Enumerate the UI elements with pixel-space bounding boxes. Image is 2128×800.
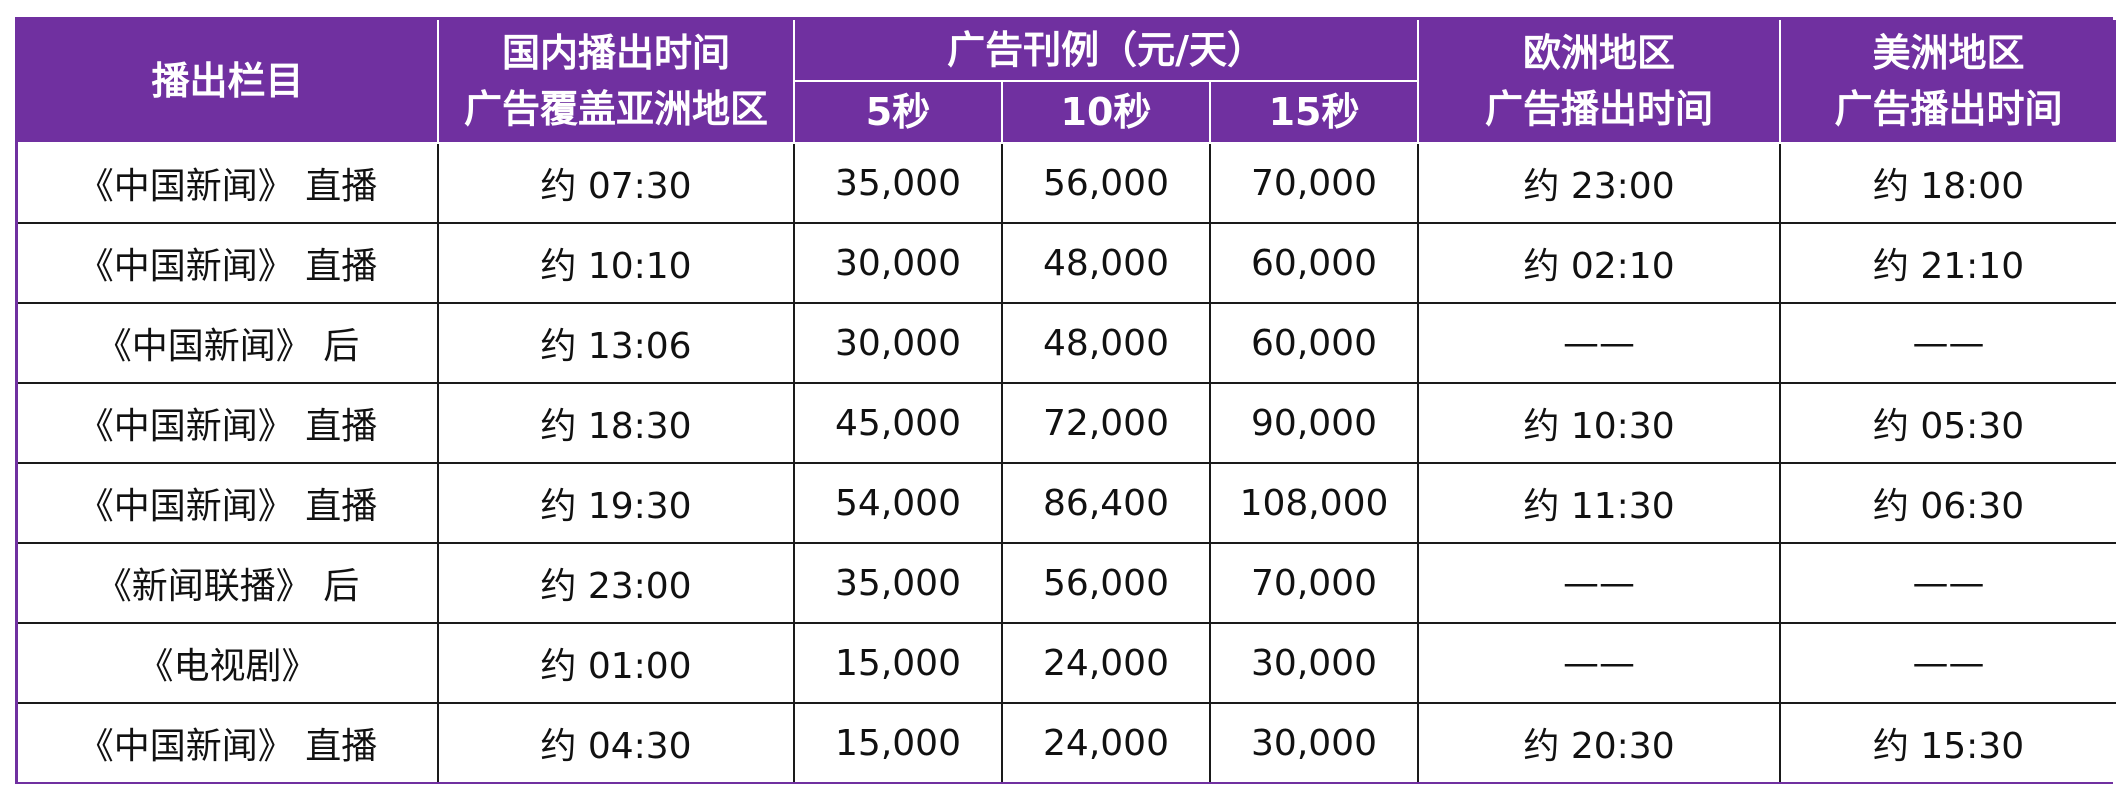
header-america-line1: 美洲地区 (1872, 31, 2025, 75)
cell-price-15s: 30,000 (1208, 622, 1420, 704)
cell-europe-time: 约 10:30 (1417, 382, 1782, 464)
cell-price-15s: 90,000 (1208, 382, 1420, 464)
header-domestic-line2: 广告覆盖亚洲地区 (463, 87, 768, 131)
cell-price-5s: 54,000 (793, 462, 1003, 544)
table-row: 《中国新闻》 直播 约 04:30 15,000 24,000 30,000 约… (18, 702, 2117, 782)
cell-price-15s: 70,000 (1208, 142, 1420, 224)
cell-price-15s: 70,000 (1208, 542, 1420, 624)
header-america-time: 美洲地区 广告播出时间 (1779, 20, 2117, 144)
table-row: 《中国新闻》 后 约 13:06 30,000 48,000 60,000 ——… (18, 302, 2117, 384)
cell-domestic-time: 约 19:30 (437, 462, 795, 544)
table-row: 《中国新闻》 直播 约 19:30 54,000 86,400 108,000 … (18, 462, 2117, 544)
cell-price-15s: 60,000 (1208, 302, 1420, 384)
table-row: 《中国新闻》 直播 约 07:30 35,000 56,000 70,000 约… (18, 142, 2117, 224)
cell-price-5s: 35,000 (793, 542, 1003, 624)
table-header: 播出栏目 国内播出时间 广告覆盖亚洲地区 广告刊例（元/天） 欧洲地区 广告播出… (18, 20, 2117, 144)
table-row: 《电视剧》 约 01:00 15,000 24,000 30,000 —— —— (18, 622, 2117, 704)
cell-europe-time: 约 11:30 (1417, 462, 1782, 544)
cell-program: 《电视剧》 (18, 622, 439, 704)
cell-price-10s: 86,400 (1001, 462, 1211, 544)
cell-price-5s: 45,000 (793, 382, 1003, 464)
cell-price-10s: 48,000 (1001, 302, 1211, 384)
cell-europe-time: 约 02:10 (1417, 222, 1782, 304)
cell-price-10s: 56,000 (1001, 542, 1211, 624)
header-price-group: 广告刊例（元/天） (792, 20, 1420, 82)
cell-price-5s: 15,000 (793, 622, 1003, 704)
cell-domestic-time: 约 18:30 (437, 382, 795, 464)
cell-price-10s: 72,000 (1001, 382, 1211, 464)
cell-domestic-time: 约 23:00 (437, 542, 795, 624)
cell-program: 《中国新闻》 直播 (18, 702, 439, 782)
table-row: 《中国新闻》 直播 约 10:10 30,000 48,000 60,000 约… (18, 222, 2117, 304)
header-domestic-time: 国内播出时间 广告覆盖亚洲地区 (437, 20, 795, 144)
cell-price-15s: 60,000 (1208, 222, 1420, 304)
cell-europe-time: —— (1417, 622, 1782, 704)
cell-price-5s: 35,000 (793, 142, 1003, 224)
cell-price-5s: 15,000 (793, 702, 1003, 782)
header-price-10s: 10秒 (1001, 80, 1211, 144)
cell-price-15s: 30,000 (1208, 702, 1420, 782)
cell-program: 《新闻联播》 后 (18, 542, 439, 624)
header-europe-line2: 广告播出时间 (1485, 87, 1714, 131)
cell-america-time: —— (1779, 542, 2117, 624)
cell-america-time: —— (1779, 622, 2117, 704)
cell-price-10s: 56,000 (1001, 142, 1211, 224)
cell-price-5s: 30,000 (793, 222, 1003, 304)
ad-rate-table: 播出栏目 国内播出时间 广告覆盖亚洲地区 广告刊例（元/天） 欧洲地区 广告播出… (18, 20, 2117, 782)
cell-europe-time: 约 23:00 (1417, 142, 1782, 224)
cell-program: 《中国新闻》 直播 (18, 222, 439, 304)
cell-domestic-time: 约 04:30 (437, 702, 795, 782)
table-body: 《中国新闻》 直播 约 07:30 35,000 56,000 70,000 约… (18, 142, 2117, 782)
cell-europe-time: —— (1417, 542, 1782, 624)
header-price-5s: 5秒 (794, 80, 1003, 144)
cell-program: 《中国新闻》 直播 (18, 142, 439, 224)
cell-price-5s: 30,000 (793, 302, 1003, 384)
cell-price-10s: 48,000 (1001, 222, 1211, 304)
header-price-group-label: 广告刊例（元/天） (947, 28, 1265, 72)
header-domestic-line1: 国内播出时间 (501, 31, 730, 75)
cell-domestic-time: 约 13:06 (437, 302, 795, 384)
table-row: 《新闻联播》 后 约 23:00 35,000 56,000 70,000 ——… (18, 542, 2117, 624)
cell-program: 《中国新闻》 后 (18, 302, 439, 384)
header-program-label: 播出栏目 (151, 59, 304, 103)
cell-program: 《中国新闻》 直播 (18, 382, 439, 464)
header-program: 播出栏目 (18, 20, 439, 144)
header-america-line2: 广告播出时间 (1834, 87, 2063, 131)
cell-america-time: 约 21:10 (1779, 222, 2117, 304)
table-row: 《中国新闻》 直播 约 18:30 45,000 72,000 90,000 约… (18, 382, 2117, 464)
cell-america-time: 约 06:30 (1779, 462, 2117, 544)
cell-program: 《中国新闻》 直播 (18, 462, 439, 544)
cell-domestic-time: 约 01:00 (437, 622, 795, 704)
header-europe-line1: 欧洲地区 (1523, 31, 1676, 75)
cell-america-time: 约 15:30 (1779, 702, 2117, 782)
ad-rate-table-container: 播出栏目 国内播出时间 广告覆盖亚洲地区 广告刊例（元/天） 欧洲地区 广告播出… (15, 17, 2117, 784)
cell-europe-time: —— (1417, 302, 1782, 384)
header-price-15s: 15秒 (1208, 80, 1419, 144)
cell-europe-time: 约 20:30 (1417, 702, 1782, 782)
header-europe-time: 欧洲地区 广告播出时间 (1417, 20, 1782, 144)
cell-america-time: 约 18:00 (1779, 142, 2117, 224)
cell-america-time: —— (1779, 302, 2117, 384)
cell-domestic-time: 约 10:10 (437, 222, 795, 304)
cell-price-10s: 24,000 (1001, 702, 1211, 782)
cell-price-10s: 24,000 (1001, 622, 1211, 704)
cell-america-time: 约 05:30 (1779, 382, 2117, 464)
cell-domestic-time: 约 07:30 (437, 142, 795, 224)
cell-price-15s: 108,000 (1208, 462, 1420, 544)
